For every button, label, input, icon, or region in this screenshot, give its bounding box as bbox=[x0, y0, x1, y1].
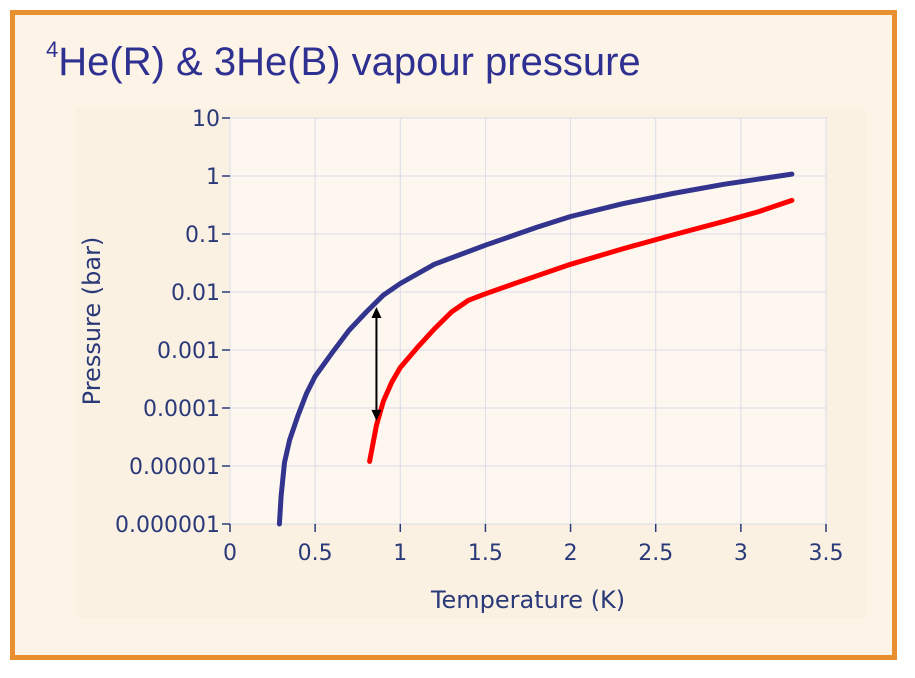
x-tick-label: 2 bbox=[564, 541, 578, 566]
y-tick-label: 1 bbox=[206, 165, 220, 190]
y-tick-label: 0.00001 bbox=[129, 455, 220, 480]
x-tick-label: 1 bbox=[393, 541, 407, 566]
series-group bbox=[276, 171, 795, 527]
y-tick-label: 0.1 bbox=[185, 223, 220, 248]
x-tick-label: 3.5 bbox=[809, 541, 844, 566]
grid bbox=[229, 117, 827, 525]
x-tick-label: 3 bbox=[734, 541, 748, 566]
x-tick-label: 0.5 bbox=[298, 541, 333, 566]
y-tick-label: 0.001 bbox=[157, 339, 220, 364]
x-tick-label: 1.5 bbox=[468, 541, 503, 566]
x-tick-label: 2.5 bbox=[638, 541, 673, 566]
series-line-1 bbox=[276, 171, 795, 527]
y-tick-label: 0.000001 bbox=[115, 513, 220, 538]
arrow-head-up-0 bbox=[371, 307, 382, 319]
slide-title: 4He(R) & 3He(B) vapour pressure bbox=[46, 36, 641, 85]
plot-area bbox=[229, 117, 827, 525]
x-tick-label: 0 bbox=[223, 541, 237, 566]
chart-panel: 10 1 0.1 0.01 0.001 0.0001 0.00001 0.000001 0 0.… bbox=[76, 108, 866, 618]
x-axis-ticks: 0 0.5 1 1.5 2 2.5 3 3.5 bbox=[223, 524, 844, 566]
title-superscript: 4 bbox=[46, 36, 59, 62]
title-text: He(R) & 3He(B) vapour pressure bbox=[58, 40, 641, 84]
y-axis-title: Pressure (bar) bbox=[78, 237, 106, 406]
y-axis-ticks: 10 1 0.1 0.01 0.001 0.0001 0.00001 0.000001 bbox=[115, 108, 230, 538]
x-axis-title: Temperature (K) bbox=[430, 586, 625, 614]
y-tick-label: 10 bbox=[192, 108, 220, 132]
y-tick-label: 0.0001 bbox=[143, 397, 220, 422]
vapour-pressure-chart: 10 1 0.1 0.01 0.001 0.0001 0.00001 0.000001 0 0.… bbox=[78, 108, 844, 614]
arrow-head-down-0 bbox=[371, 409, 382, 421]
annotation-group bbox=[371, 307, 382, 421]
series-line-2 bbox=[367, 197, 795, 464]
y-tick-label: 0.01 bbox=[171, 281, 220, 306]
